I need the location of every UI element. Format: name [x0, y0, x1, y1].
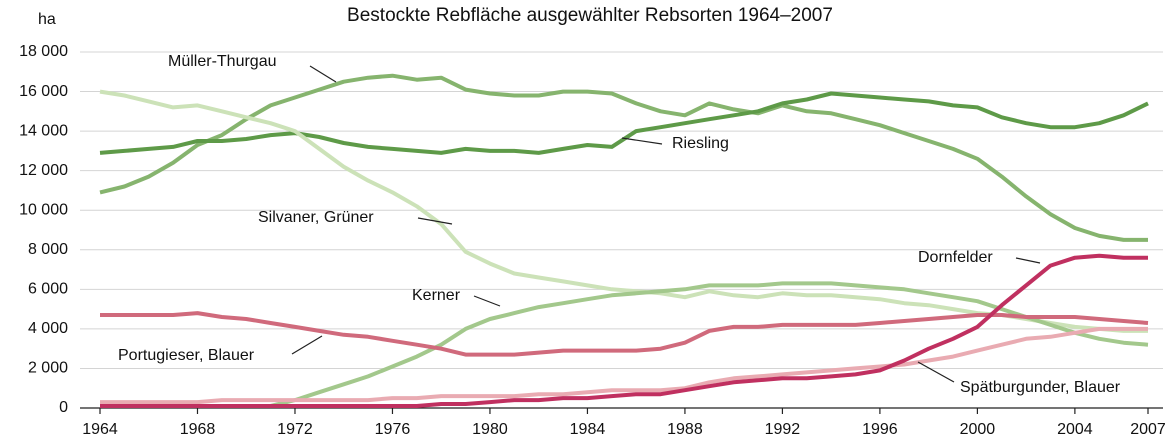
x-tick-label: 1968	[180, 421, 216, 438]
x-tick-label: 2007	[1130, 421, 1166, 438]
series-line	[99, 89, 1148, 333]
series-line	[100, 311, 1149, 357]
x-tick-label: 1996	[862, 421, 898, 438]
series-label: Portugieser, Blauer	[118, 347, 255, 364]
x-tick-label: 1988	[667, 421, 703, 438]
series-line	[100, 253, 1148, 408]
series-line	[99, 91, 1149, 155]
x-tick-label: 1964	[82, 421, 118, 438]
y-tick-label: 8 000	[28, 241, 68, 258]
x-tick-label: 1980	[472, 421, 508, 438]
x-tick-label: 1976	[375, 421, 411, 438]
x-tick-label: 1992	[765, 421, 801, 438]
series-label: Riesling	[672, 135, 729, 152]
x-tick-label: 1972	[277, 421, 313, 438]
series-label: Dornfelder	[918, 249, 993, 266]
series-label: Kerner	[412, 287, 461, 304]
leader-line	[473, 295, 501, 307]
x-tick-label: 2004	[1057, 421, 1093, 438]
leader-line	[621, 137, 663, 145]
series-label: Spätburgunder, Blauer	[960, 379, 1121, 396]
x-tick-label: 1984	[570, 421, 606, 438]
series-label: Müller-Thurgau	[168, 53, 276, 70]
series-line	[99, 73, 1148, 242]
leader-line	[417, 217, 453, 225]
leader-line	[291, 335, 323, 355]
x-tick-label: 2000	[960, 421, 996, 438]
y-axis-unit: ha	[38, 11, 56, 28]
chart-title: Bestockte Rebfläche ausgewählter Rebsort…	[347, 5, 833, 26]
leader-line	[309, 65, 337, 83]
y-tick-label: 4 000	[28, 320, 68, 337]
series-label: Silvaner, Grüner	[258, 209, 374, 226]
y-tick-label: 0	[59, 399, 68, 416]
leader-line	[1015, 257, 1041, 264]
y-tick-label: 18 000	[19, 43, 68, 60]
leader-line	[917, 361, 955, 383]
y-tick-label: 10 000	[19, 201, 68, 218]
y-tick-label: 2 000	[28, 360, 68, 377]
y-tick-label: 6 000	[28, 281, 68, 298]
y-tick-label: 14 000	[19, 122, 68, 139]
y-tick-label: 12 000	[19, 162, 68, 179]
y-tick-label: 16 000	[19, 83, 68, 100]
series-line	[100, 326, 1148, 405]
